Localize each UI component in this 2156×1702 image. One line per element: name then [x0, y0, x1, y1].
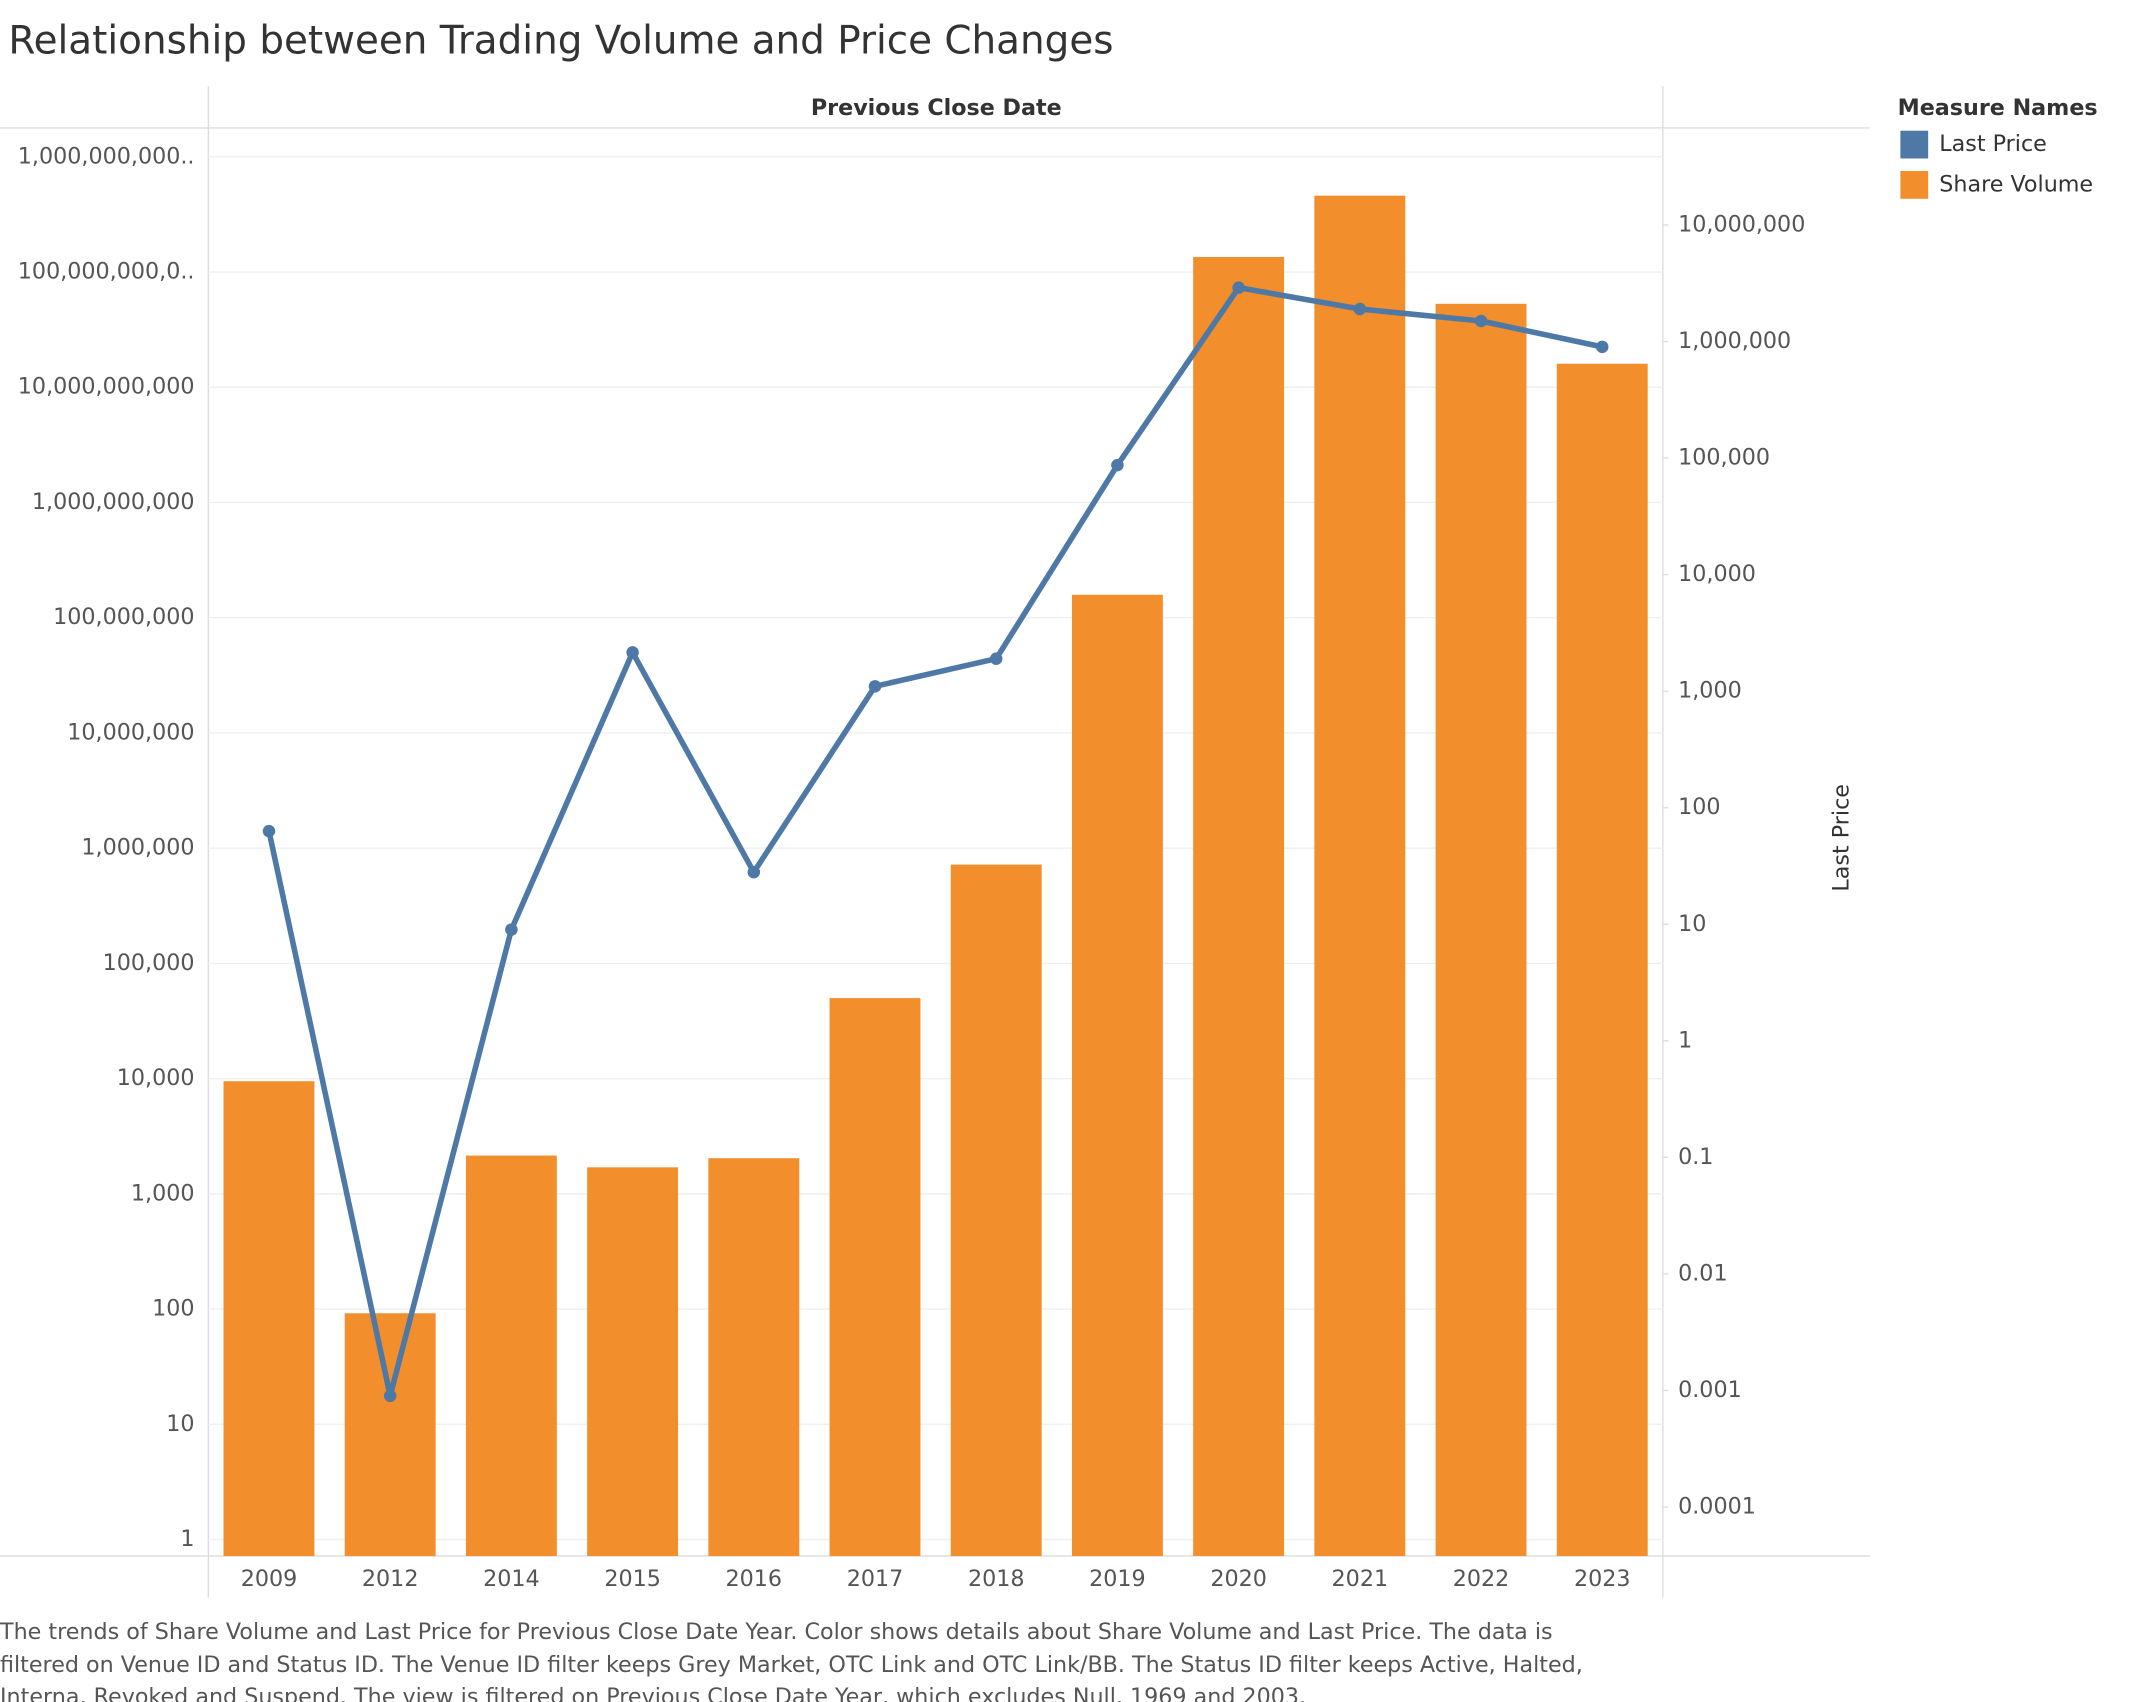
x-tick-label: 2009 — [241, 1566, 298, 1592]
bar — [708, 1158, 800, 1557]
x-tick-label: 2022 — [1453, 1566, 1510, 1592]
caption: The trends of Share Volume and Last Pric… — [0, 1619, 1553, 1645]
x-tick-label: 2020 — [1210, 1566, 1267, 1592]
legend-swatch — [1900, 170, 1929, 199]
y-tick-label: 100,000,000,0.. — [18, 259, 195, 285]
caption: filtered on Venue ID and Status ID. The … — [0, 1652, 1583, 1678]
line-point — [868, 680, 882, 693]
x-tick-label: 2021 — [1332, 1566, 1389, 1592]
y-tick-label: 1,000,000,000 — [32, 489, 195, 515]
bar — [465, 1155, 557, 1557]
line — [266, 284, 1603, 1399]
y2-tick-label: 1,000,000 — [1678, 328, 1791, 354]
grid — [208, 156, 1663, 1541]
y2-tick-label: 1,000 — [1678, 678, 1742, 704]
y-tick-label: 10 — [166, 1411, 194, 1437]
caption: Interna, Revoked and Suspend. The view i… — [0, 1684, 1306, 1702]
y-tick-label: 10,000,000 — [67, 719, 194, 745]
x-tick-label: 2018 — [968, 1566, 1025, 1592]
y2-tick-label: 0.01 — [1678, 1260, 1727, 1286]
y2-tick-label: 0.1 — [1678, 1144, 1713, 1170]
y2-tick-label: 100,000 — [1678, 445, 1770, 471]
bar — [1556, 363, 1648, 1557]
y-tick-label: 10,000,000,000 — [18, 374, 195, 400]
y-tick-label: 100,000 — [103, 950, 195, 976]
y2-tick-label: 1 — [1678, 1027, 1692, 1053]
y-tick-label: 10,000 — [117, 1065, 195, 1091]
x-tick-label: 2023 — [1574, 1566, 1631, 1592]
x-tick-label: 2015 — [604, 1566, 661, 1592]
y2-axis-title: Last Price — [1829, 784, 1855, 892]
line-point — [262, 824, 276, 838]
y2-tick-label: 10,000 — [1678, 561, 1756, 587]
bar — [1314, 195, 1406, 1557]
line-point — [1474, 314, 1488, 328]
line-point — [1353, 302, 1367, 316]
y-tick-label: 1,000,000,000.. — [18, 143, 195, 169]
legend-label: Share Volume — [1939, 171, 2093, 197]
line-point — [1232, 281, 1245, 294]
line-point — [505, 923, 518, 936]
line-point — [989, 652, 1003, 665]
line-point — [747, 865, 761, 879]
bar — [223, 1081, 315, 1557]
x-tick-label: 2017 — [847, 1566, 904, 1592]
line-point — [1111, 458, 1124, 472]
y-tick-label: 1 — [180, 1526, 194, 1552]
legend-title: Measure Names — [1898, 95, 2098, 121]
legend-swatch — [1900, 130, 1929, 159]
bar — [950, 864, 1042, 1557]
y-tick-label: 100 — [152, 1296, 194, 1322]
x-tick-label: 2019 — [1089, 1566, 1146, 1592]
x-tick-label: 2016 — [726, 1566, 783, 1592]
y2-tick-label: 100 — [1678, 794, 1720, 820]
bar — [1071, 594, 1163, 1557]
y-tick-label: 1,000,000 — [81, 835, 194, 861]
x-tick-label: 2012 — [362, 1566, 419, 1592]
bar — [829, 998, 921, 1557]
line-point — [1595, 340, 1609, 354]
y-tick-label: 1,000 — [131, 1180, 195, 1206]
line-point — [383, 1389, 397, 1403]
bar — [344, 1313, 436, 1557]
bar — [1193, 257, 1285, 1557]
x-tick-label: 2014 — [483, 1566, 540, 1592]
y2-tick-label: 0.0001 — [1678, 1494, 1756, 1520]
legend-label: Last Price — [1939, 131, 2047, 157]
column-header: Previous Close Date — [811, 95, 1062, 121]
bar — [1435, 303, 1527, 1557]
y2-tick-label: 0.001 — [1678, 1377, 1742, 1403]
y2-tick-label: 10 — [1678, 911, 1706, 937]
y-tick-label: 100,000,000 — [53, 604, 194, 630]
bar — [587, 1167, 679, 1557]
chart-title: Relationship between Trading Volume and … — [8, 19, 1113, 64]
y2-tick-label: 10,000,000 — [1678, 211, 1805, 237]
line-point — [626, 646, 639, 659]
